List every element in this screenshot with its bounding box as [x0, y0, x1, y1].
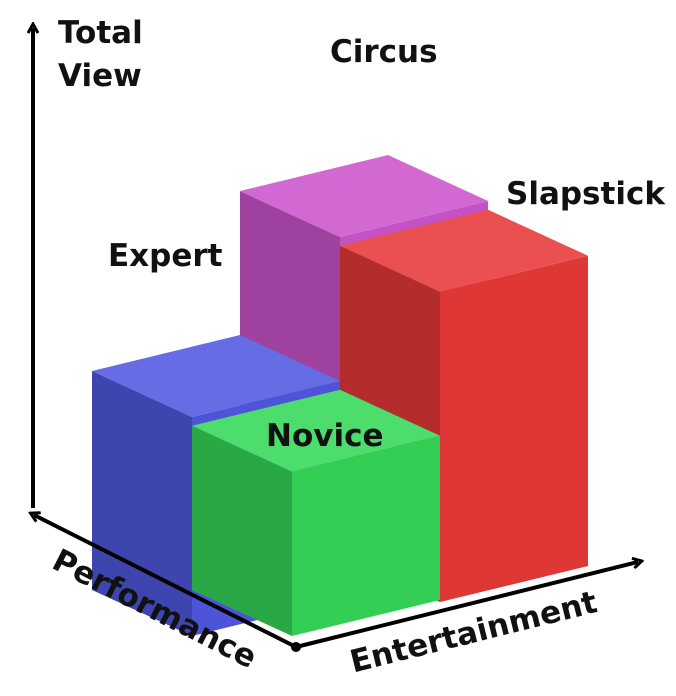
bar-novice-left-face	[192, 425, 292, 636]
bar-circus-top-face	[240, 155, 488, 237]
y-axis-label-line2: View	[58, 58, 142, 94]
bar-expert-top-face	[92, 335, 340, 417]
bar-label-novice: Novice	[266, 418, 383, 454]
bar-label-expert: Expert	[108, 238, 223, 274]
performance-axis	[34, 515, 297, 649]
y-axis-label: Total View	[58, 15, 154, 94]
bar-label-slapstick: Slapstick	[506, 176, 666, 212]
bar-novice-front-face	[292, 435, 440, 636]
bar-novice	[192, 389, 440, 636]
entertainment-axis	[295, 562, 638, 649]
bar-slapstick-top-face	[340, 209, 588, 292]
bar-novice-top-face	[192, 389, 440, 472]
bar-expert-left-face	[92, 371, 192, 636]
bar-slapstick-front-face	[440, 255, 588, 602]
bars-group	[92, 155, 588, 636]
origin-dot	[291, 642, 301, 652]
y-axis-label-line1: Total	[58, 15, 143, 51]
bar-label-circus: Circus	[330, 34, 438, 70]
